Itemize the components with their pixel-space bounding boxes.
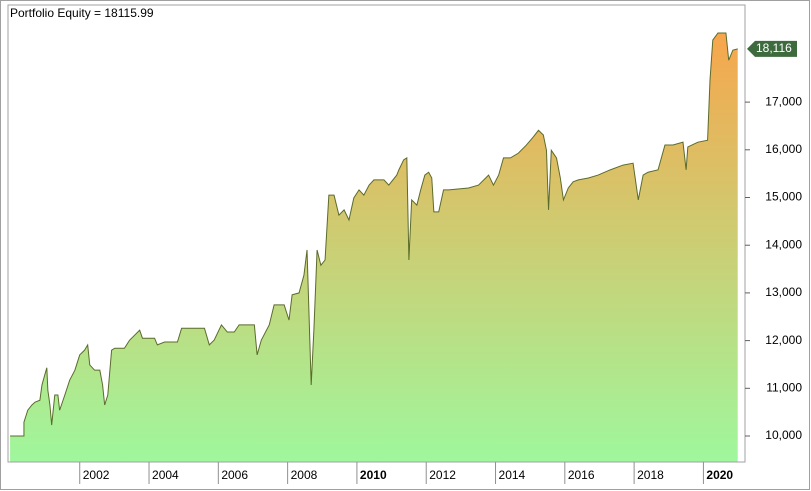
x-tick-label: 2020 xyxy=(706,468,733,482)
x-tick-label: 2006 xyxy=(221,468,248,482)
x-tick-label: 2004 xyxy=(152,468,179,482)
y-tick-label: 13,000 xyxy=(765,285,802,299)
equity-line xyxy=(10,32,738,437)
x-tick-label: 2016 xyxy=(568,468,595,482)
y-tick-label: 16,000 xyxy=(765,142,802,156)
equity-area xyxy=(10,32,738,462)
y-tick-label: 15,000 xyxy=(765,190,802,204)
y-tick-label: 17,000 xyxy=(765,94,802,108)
y-tick-label: 14,000 xyxy=(765,237,802,251)
chart-title: Portfolio Equity = 18115.99 xyxy=(10,6,154,20)
x-tick-label: 2010 xyxy=(360,468,387,482)
y-tick-label: 12,000 xyxy=(765,333,802,347)
x-tick-label: 2002 xyxy=(83,468,110,482)
value-flag-label: 18,116 xyxy=(756,41,792,55)
x-tick-label: 2018 xyxy=(637,468,664,482)
y-tick-label: 11,000 xyxy=(766,380,802,394)
x-tick-label: 2008 xyxy=(291,468,318,482)
x-tick-label: 2014 xyxy=(499,468,526,482)
value-flag xyxy=(747,40,797,57)
x-tick-label: 2012 xyxy=(429,468,456,482)
y-tick-label: 10,000 xyxy=(765,428,802,442)
